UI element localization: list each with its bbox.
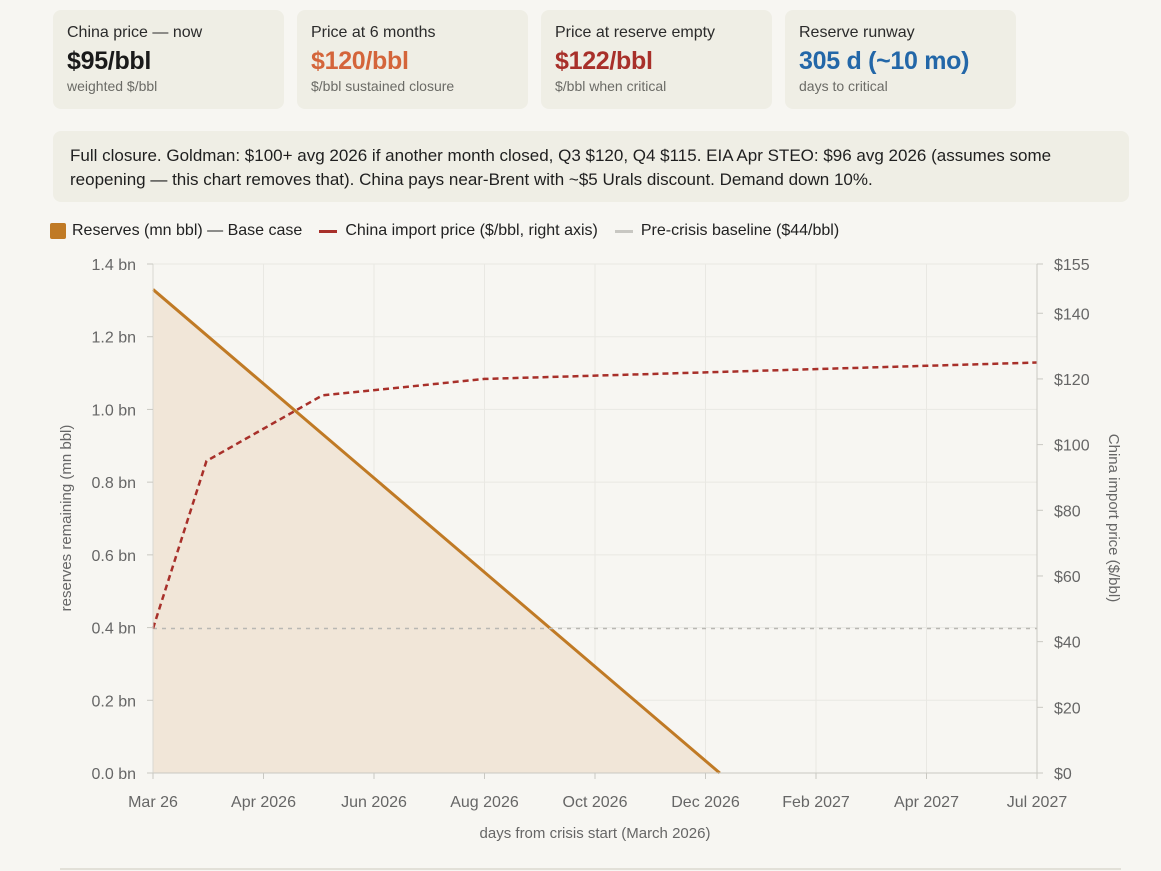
y-left-tick-label: 0.6 bn (92, 548, 136, 565)
y-right-tick-label: $80 (1054, 503, 1081, 520)
kpi-value: $122/bbl (555, 47, 653, 75)
kpi-sub: days to critical (799, 78, 888, 94)
reserves-area (153, 289, 1037, 773)
x-tick-label: Aug 2026 (450, 794, 519, 811)
legend-label: China import price ($/bbl, right axis) (345, 222, 598, 239)
kpi-label: Price at reserve empty (555, 24, 716, 41)
chart-legend: Reserves (mn bbl) — Base case China impo… (50, 222, 856, 240)
y-left-tick-label: 1.0 bn (92, 402, 136, 419)
kpi-sub: weighted $/bbl (67, 78, 158, 94)
y-left-tick-label: 0.0 bn (92, 766, 136, 783)
scenario-note: Full closure. Goldman: $100+ avg 2026 if… (53, 131, 1129, 202)
reserves-line (152, 288, 721, 775)
kpi-cards: China price — now $95/bbl weighted $/bbl… (53, 10, 1016, 109)
y-right-tick-label: $40 (1054, 635, 1081, 652)
y-left-tick-label: 0.4 bn (92, 621, 136, 638)
y-left-axis-title: reserves remaining (mn bbl) (58, 425, 75, 612)
y-left-tick-label: 1.4 bn (92, 257, 136, 274)
x-axis-title: days from crisis start (March 2026) (480, 825, 711, 842)
y-right-tick-label: $140 (1054, 306, 1090, 323)
kpi-value: 305 d (~10 mo) (799, 47, 970, 75)
kpi-label: Price at 6 months (311, 24, 436, 41)
x-tick-label: Jul 2027 (1007, 794, 1068, 811)
kpi-value: $120/bbl (311, 47, 409, 75)
y-right-tick-label: $60 (1054, 569, 1081, 586)
legend-swatch-baseline (614, 229, 633, 233)
legend-item-price[interactable]: China import price ($/bbl, right axis) (319, 222, 598, 240)
kpi-label: China price — now (67, 24, 203, 41)
kpi-card-reserve-runway: Reserve runway 305 d (~10 mo) days to cr… (785, 10, 1016, 109)
x-tick-label: Mar 26 (128, 794, 178, 811)
kpi-card-price-6-months: Price at 6 months $120/bbl $/bbl sustain… (297, 10, 528, 109)
legend-swatch-reserves (50, 223, 66, 239)
legend-label: Pre-crisis baseline ($44/bbl) (640, 222, 840, 239)
x-tick-label: Feb 2027 (782, 794, 850, 811)
y-right-tick-label: $100 (1054, 438, 1090, 455)
y-left-tick-label: 1.2 bn (92, 330, 136, 347)
legend-item-reserves[interactable]: Reserves (mn bbl) — Base case (50, 222, 302, 240)
y-right-tick-label: $120 (1054, 372, 1090, 389)
kpi-sub: $/bbl sustained closure (311, 78, 455, 94)
y-right-tick-label: $0 (1054, 766, 1072, 783)
divider (60, 868, 1121, 870)
x-tick-label: Apr 2026 (231, 794, 296, 811)
y-right-axis-title: China import price ($/bbl) (1105, 434, 1122, 602)
x-tick-label: Dec 2026 (671, 794, 740, 811)
y-right-tick-label: $20 (1054, 700, 1081, 717)
kpi-card-price-reserve-empty: Price at reserve empty $122/bbl $/bbl wh… (541, 10, 772, 109)
y-left-tick-label: 0.8 bn (92, 475, 136, 492)
y-left-tick-label: 0.2 bn (92, 693, 136, 710)
kpi-sub: $/bbl when critical (555, 78, 667, 94)
x-tick-label: Oct 2026 (563, 794, 628, 811)
x-tick-label: Apr 2027 (894, 794, 959, 811)
y-right-tick-label: $155 (1054, 257, 1090, 274)
legend-label: Reserves (mn bbl) — Base case (72, 222, 303, 239)
kpi-value: $95/bbl (67, 47, 152, 75)
legend-swatch-price (319, 229, 338, 233)
price-line (151, 361, 1038, 629)
legend-item-baseline[interactable]: Pre-crisis baseline ($44/bbl) (614, 222, 840, 240)
kpi-label: Reserve runway (799, 24, 915, 41)
kpi-card-china-price: China price — now $95/bbl weighted $/bbl (53, 10, 284, 109)
x-tick-label: Jun 2026 (341, 794, 407, 811)
